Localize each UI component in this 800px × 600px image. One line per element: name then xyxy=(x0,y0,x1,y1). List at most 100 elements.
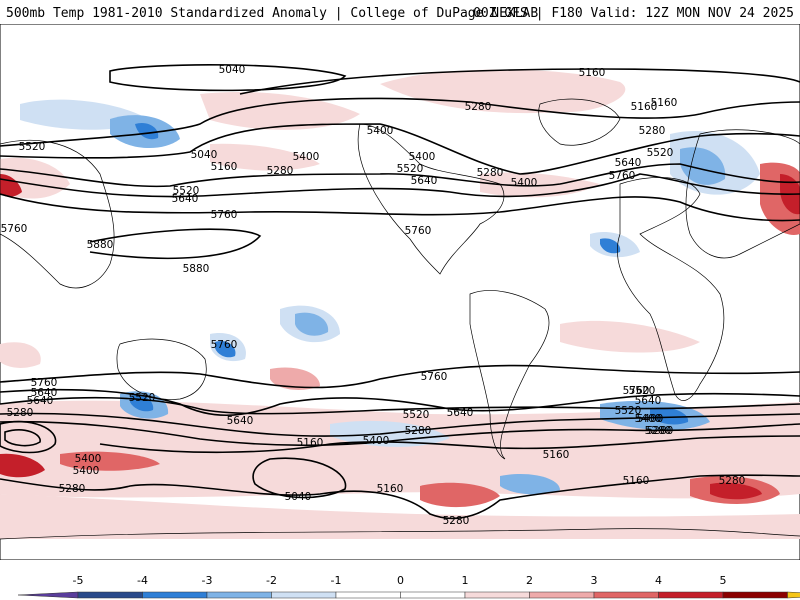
contour-label: 5280 xyxy=(405,425,432,437)
contour-label: 5040 xyxy=(191,149,218,161)
coastline-antarctica xyxy=(0,528,800,540)
map-title: 500mb Temp 1981-2010 Standardized Anomal… xyxy=(6,6,539,21)
contour-closed-low-inner xyxy=(4,429,41,447)
coastline-europe-africa xyxy=(617,177,725,401)
contour-label: 5160 xyxy=(297,437,324,449)
contour-label: 5280 xyxy=(645,425,672,437)
contour-label: 5280 xyxy=(639,125,666,137)
coastline-australia xyxy=(116,338,207,400)
contour-label: 5400 xyxy=(73,465,100,477)
contour-label: 5400 xyxy=(75,453,102,465)
colorbar-segment xyxy=(206,591,272,599)
colorbar-tick-label: 2 xyxy=(526,574,533,587)
contour-label: 5280 xyxy=(7,407,34,419)
contour-label: 5400 xyxy=(635,413,662,425)
colorbar-tick-label: 1 xyxy=(462,574,469,587)
positive-anomaly-area xyxy=(200,92,360,130)
contour-label: 5160 xyxy=(543,449,570,461)
contour-label: 5760 xyxy=(31,377,58,389)
colorbar-segments xyxy=(17,591,800,599)
colorbar-segment xyxy=(529,591,595,599)
contour-5520-north xyxy=(0,163,800,188)
negative-anomaly-area xyxy=(680,147,726,185)
contour-5640-south xyxy=(0,388,800,416)
contour-label: 5520 xyxy=(629,385,656,397)
contour-5160-north xyxy=(239,68,800,95)
colorbar-tick-label: -1 xyxy=(331,574,342,587)
contour-label: 5040 xyxy=(219,64,246,76)
contour-label: 5640 xyxy=(447,407,474,419)
contour-label: 5520 xyxy=(615,405,642,417)
colorbar-segment xyxy=(722,591,788,599)
contour-label: 5160 xyxy=(579,67,606,79)
colorbar-tick-labels: -5 -4 -3 -2 -1 0 1 2 3 4 5 xyxy=(73,574,727,587)
contour-labels: 5040 5160 5160 5280 5280 5400 5040 5160 … xyxy=(1,64,746,527)
positive-anomaly-area xyxy=(210,143,320,171)
contour-5400-north xyxy=(0,123,800,175)
contour-label: 5280 xyxy=(443,515,470,527)
negative-anomaly-area xyxy=(650,407,689,425)
contour-label: 5520 xyxy=(129,392,156,404)
contour-label: 5280 xyxy=(647,425,674,437)
contour-5760-north xyxy=(0,193,800,222)
coastline-north-america xyxy=(357,123,505,275)
colorbar-max-arrow xyxy=(787,591,800,599)
colorbar-tick-label: -5 xyxy=(73,574,84,587)
contour-label: 5400 xyxy=(511,177,538,189)
colorbar-tick-label: 4 xyxy=(655,574,662,587)
contour-5880-north xyxy=(89,228,262,260)
contour-label: 5640 xyxy=(615,157,642,169)
contour-label: 5640 xyxy=(411,175,438,187)
contour-label: 5760 xyxy=(1,223,28,235)
contour-label: 5160 xyxy=(631,101,658,113)
contour-label: 5640 xyxy=(172,193,199,205)
contour-label: 5160 xyxy=(651,97,678,109)
contour-label: 5640 xyxy=(27,395,54,407)
contour-5160-south xyxy=(99,435,800,454)
contour-5040-south xyxy=(252,457,347,499)
positive-anomaly-area xyxy=(270,367,320,390)
colorbar-segment xyxy=(77,591,143,599)
contour-label: 5640 xyxy=(227,415,254,427)
contour-label: 5280 xyxy=(267,165,294,177)
contour-label: 5520 xyxy=(397,163,424,175)
anomaly-shading xyxy=(0,69,800,539)
contour-label: 5640 xyxy=(635,395,662,407)
height-contours xyxy=(0,63,800,520)
colorbar-tick-label: -3 xyxy=(202,574,213,587)
contour-label: 5400 xyxy=(637,413,664,425)
contour-label: 5760 xyxy=(211,339,238,351)
contour-label: 5520 xyxy=(173,185,200,197)
contour-label: 5280 xyxy=(465,101,492,113)
model-run-valid-time: 00Z GFS | F180 Valid: 12Z MON NOV 24 202… xyxy=(473,6,794,21)
contour-label: 5280 xyxy=(59,483,86,495)
contour-5400-south xyxy=(0,412,800,437)
negative-anomaly-area xyxy=(215,340,236,358)
contour-5280-north xyxy=(0,97,800,147)
contour-label: 5400 xyxy=(363,435,390,447)
colorbar-segment xyxy=(335,591,401,599)
contour-label: 5520 xyxy=(19,141,46,153)
contour-5280-south xyxy=(0,420,800,446)
negative-anomaly-area xyxy=(600,238,621,254)
positive-anomaly-area xyxy=(0,453,45,478)
contour-label: 5880 xyxy=(183,263,210,275)
colorbar-segment xyxy=(271,591,337,599)
contour-label: 5760 xyxy=(623,385,650,397)
colorbar-tick-label: 3 xyxy=(591,574,598,587)
positive-anomaly-area xyxy=(710,482,762,500)
negative-anomaly-area xyxy=(330,420,450,447)
colorbar-min-arrow xyxy=(17,591,79,599)
colorbar-segment xyxy=(658,591,724,599)
contour-5760-south xyxy=(0,364,800,389)
positive-anomaly-area xyxy=(560,320,700,353)
positive-anomaly-area xyxy=(0,494,800,539)
coastline-asia-west xyxy=(0,139,115,289)
contour-label: 5400 xyxy=(409,151,436,163)
colorbar-segment xyxy=(400,591,466,599)
colorbar-segment xyxy=(593,591,659,599)
negative-anomaly-area xyxy=(295,312,329,336)
negative-anomaly-area xyxy=(135,122,159,140)
contour-label: 5520 xyxy=(403,409,430,421)
colorbar-tick-label: 0 xyxy=(397,574,404,587)
